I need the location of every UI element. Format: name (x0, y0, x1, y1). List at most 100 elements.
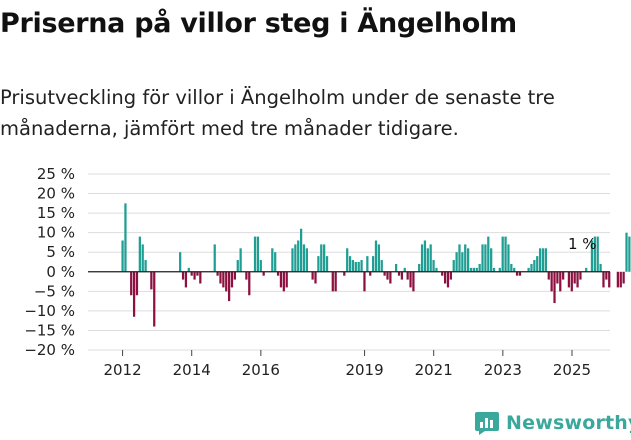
bar (553, 271, 556, 304)
bar (616, 271, 619, 288)
x-tick-label: 2021 (415, 361, 453, 379)
bar (135, 271, 139, 296)
bar (222, 271, 225, 288)
x-tick-label: 2014 (173, 361, 211, 379)
bar (199, 271, 202, 284)
bar (236, 260, 239, 272)
bar (441, 271, 444, 276)
bar (325, 256, 329, 272)
y-tick-label: −10 % (24, 302, 75, 320)
bar (323, 244, 326, 272)
bar (423, 240, 427, 272)
bar (351, 260, 355, 272)
bar (225, 271, 228, 292)
bar (366, 256, 369, 272)
chart-subtitle: Prisutveckling för villor i Ängelholm un… (0, 86, 555, 140)
bar (259, 260, 262, 272)
bar (299, 228, 303, 272)
bar (412, 271, 415, 292)
bar (320, 244, 323, 272)
bar (317, 256, 320, 272)
bar (478, 263, 481, 272)
bar (406, 271, 409, 280)
bar (573, 271, 576, 284)
bar (348, 256, 352, 272)
x-tick-label: 2025 (553, 361, 591, 379)
bar (590, 240, 594, 272)
x-tick-label: 2016 (242, 361, 280, 379)
bar (515, 271, 519, 276)
bar (559, 271, 562, 292)
bar (446, 271, 450, 288)
bar (429, 244, 432, 272)
bar (504, 236, 507, 272)
bar (608, 271, 611, 288)
bar (533, 260, 536, 272)
x-tick-label: 2019 (345, 361, 383, 379)
bar (297, 240, 300, 272)
bar (599, 263, 602, 272)
x-tick-label: 2012 (103, 361, 141, 379)
bar (475, 267, 478, 272)
bar (541, 248, 545, 272)
bar (487, 236, 490, 272)
bar (253, 236, 257, 272)
bar (144, 260, 147, 272)
bar (343, 271, 346, 276)
y-tick-label: 0 % (46, 263, 75, 281)
bar (567, 271, 571, 288)
bar (579, 271, 582, 280)
bar (216, 271, 219, 276)
bar (363, 271, 366, 292)
bar (593, 236, 596, 272)
chart-title: Priserna på villor steg i Ängelholm (0, 8, 517, 39)
bar (389, 271, 392, 284)
bar (498, 267, 501, 272)
bar (276, 271, 280, 276)
bar (124, 203, 127, 272)
tick-labels: 25 % 20 %15 % 10 %5 % 0 %−5 % −10 %−15 % −20 … (24, 165, 591, 379)
bar (213, 244, 216, 272)
bar (184, 271, 188, 288)
bar (467, 248, 470, 272)
bar (196, 271, 199, 276)
bar (435, 267, 438, 272)
y-tick-label: −20 % (24, 341, 75, 359)
bar (605, 271, 608, 280)
bar (245, 271, 248, 280)
bar (492, 267, 496, 272)
bar (294, 244, 297, 272)
bar (403, 267, 406, 272)
y-tick-label: 10 % (37, 224, 75, 242)
bar (369, 271, 372, 276)
bar (625, 232, 628, 272)
bar (314, 271, 317, 284)
bar (449, 271, 452, 280)
bar (179, 252, 182, 272)
bar (354, 262, 357, 272)
bar (418, 263, 421, 272)
bar (472, 267, 476, 272)
bar (400, 271, 404, 280)
grid-lines (88, 173, 610, 351)
bar (190, 271, 193, 276)
bar (409, 271, 412, 288)
bar (346, 248, 349, 272)
bar (481, 244, 484, 272)
y-tick-label: 5 % (46, 243, 75, 261)
bar (550, 271, 553, 292)
bar-chart-speech-bubble-icon (475, 412, 499, 435)
bar (248, 271, 251, 296)
bar (484, 244, 487, 272)
bar (181, 271, 185, 280)
bar (193, 271, 196, 280)
bar (585, 267, 588, 272)
bar (386, 271, 389, 280)
bar (562, 271, 565, 280)
bar (622, 271, 625, 284)
bar (227, 271, 231, 302)
bar (619, 271, 622, 288)
bar (452, 260, 455, 272)
x-tick-label: 2023 (484, 361, 522, 379)
bars (121, 203, 631, 327)
